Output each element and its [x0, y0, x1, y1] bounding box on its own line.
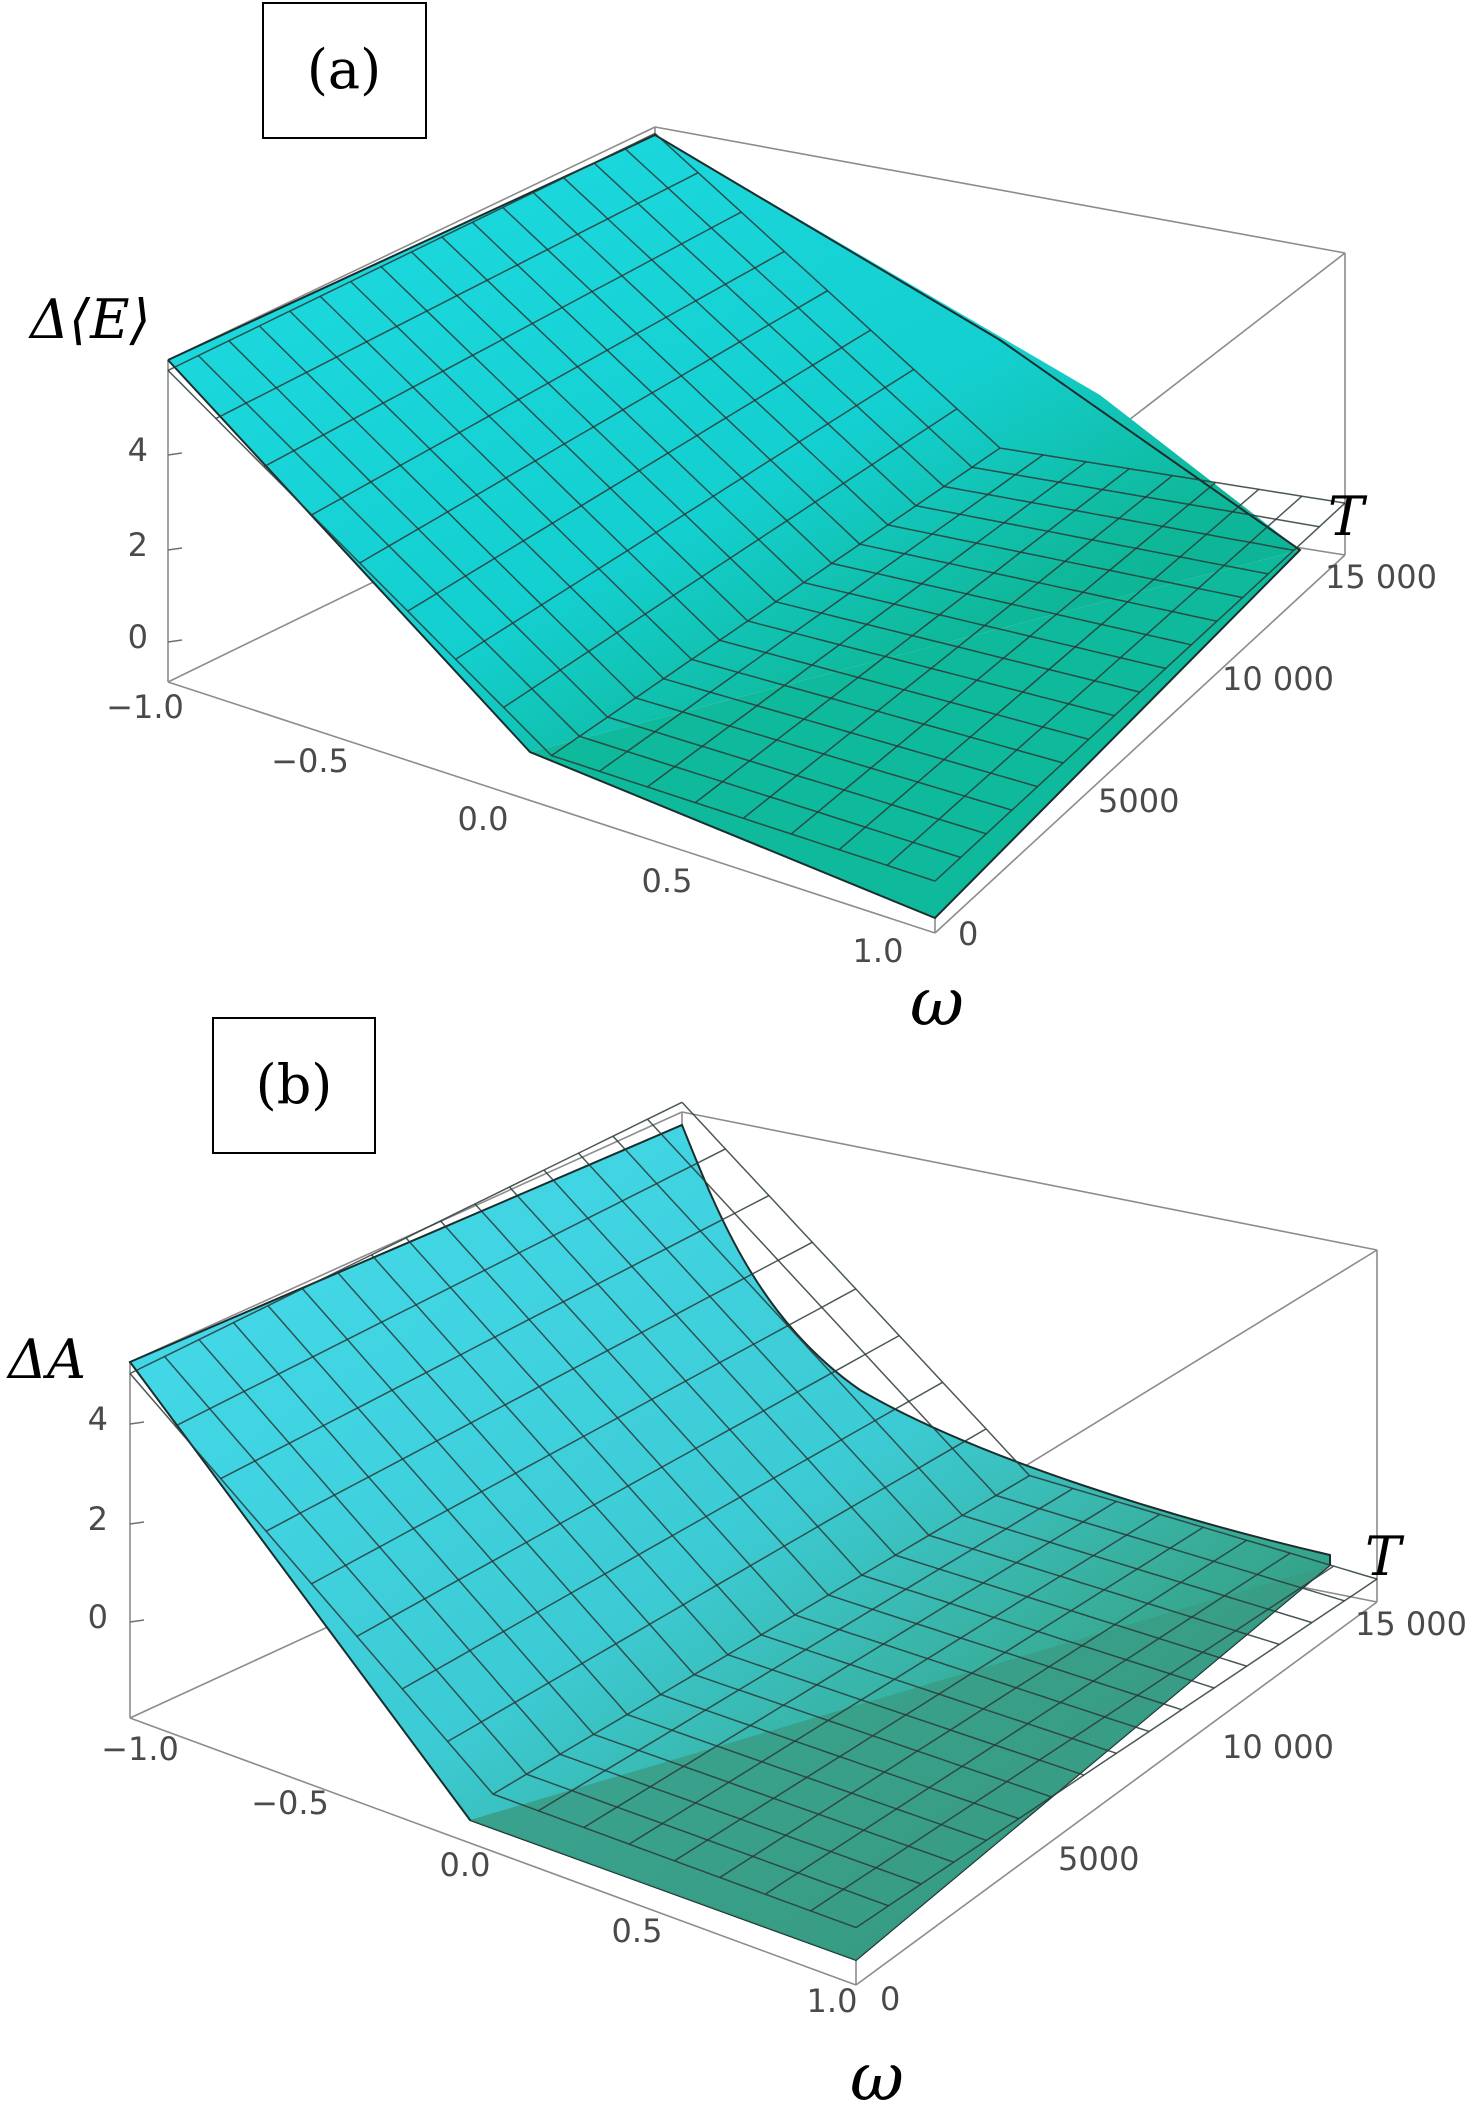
- panel-a: (a): [28, 2, 1437, 1041]
- mesh-line-w: [598, 454, 1044, 772]
- mesh-line-w: [401, 1381, 943, 1690]
- mesh-line-w: [628, 1513, 1161, 1845]
- panel-a-surface-edge: [167, 133, 1302, 920]
- panel-b-z-tick: 2: [88, 1500, 108, 1538]
- mesh-line-w: [810, 1565, 1335, 1912]
- panel-b-x-tick: 0.0: [440, 1846, 491, 1884]
- panel-a-y-tick: 5000: [1098, 782, 1179, 820]
- panel-a-z-tick: 4: [128, 431, 148, 469]
- mesh-line-w: [764, 1552, 1291, 1895]
- mesh-line-w: [311, 250, 785, 516]
- mesh-line-w: [265, 1241, 813, 1532]
- mesh-line-w: [694, 468, 1130, 804]
- panel-a-mesh: [167, 132, 1346, 882]
- panel-b-label-box: [212, 1017, 376, 1154]
- panel-a-y-title: T: [1328, 485, 1368, 548]
- panel-b-x-tick: 0.5: [612, 1912, 663, 1950]
- mesh-line-w: [359, 290, 828, 564]
- panel-b-z-axis: 0 2 4 ΔA: [6, 1328, 145, 1636]
- panel-a-label-box: [262, 2, 427, 139]
- panel-b-y-tick: 10 000: [1222, 1728, 1334, 1766]
- panel-a-y-tick: 15 000: [1325, 558, 1437, 596]
- mesh-line-w: [129, 1101, 683, 1375]
- mesh-line-w: [503, 408, 958, 709]
- panel-a-y-axis: 0 5000 10 000 15 000 T: [958, 485, 1437, 953]
- panel-a-x-tick: −0.5: [271, 742, 349, 780]
- mesh-line-w: [583, 1500, 1117, 1829]
- mesh-line-w: [646, 461, 1087, 788]
- panel-b-x-title: ω: [850, 2039, 904, 2116]
- panel-a-x-title: ω: [910, 964, 964, 1041]
- panel-b-z-title: ΔA: [6, 1328, 86, 1391]
- panel-a-x-tick: −1.0: [106, 688, 184, 726]
- panel-a-y-tick: 10 000: [1222, 660, 1334, 698]
- panel-a-z-tick: 2: [128, 526, 148, 564]
- mesh-line-w: [407, 329, 871, 612]
- panel-a-y-tick: 0: [958, 915, 978, 953]
- panel-b-mesh: [129, 1101, 1378, 1929]
- panel-a-z-axis: 0 2 4 Δ⟨E⟩: [28, 288, 183, 656]
- mesh-line-w: [263, 211, 742, 468]
- mesh-line-w: [538, 1487, 1074, 1812]
- mesh-line-w: [934, 502, 1346, 882]
- panel-a-x-axis: −1.0 −0.5 0.0 0.5 1.0 ω: [106, 688, 964, 1041]
- mesh-line-w: [356, 1334, 900, 1638]
- mesh-line-w: [674, 1526, 1204, 1862]
- mesh-line-w: [719, 1539, 1248, 1879]
- panel-a-label: (a): [307, 38, 381, 101]
- panel-b-y-tick: 5000: [1058, 1840, 1139, 1878]
- mesh-line-w: [551, 447, 1001, 757]
- mesh-line-w: [175, 1148, 726, 1427]
- mesh-line-w: [492, 1474, 1030, 1795]
- panel-b-y-tick: 0: [880, 1980, 900, 2018]
- mesh-line-w: [886, 495, 1303, 866]
- panel-b-z-tick: 4: [88, 1400, 108, 1438]
- panel-a-z-title: Δ⟨E⟩: [28, 288, 151, 351]
- panel-b: (b): [6, 1017, 1467, 2116]
- panel-b-z-tick: 0: [88, 1598, 108, 1636]
- mesh-line-w: [311, 1288, 857, 1585]
- panel-a-x-tick: 1.0: [853, 932, 904, 970]
- panel-a-surface-flat: [530, 550, 1300, 918]
- panel-b-x-axis: −1.0 −0.5 0.0 0.5 1.0 ω: [101, 1730, 904, 2116]
- panel-b-x-tick: −0.5: [251, 1784, 329, 1822]
- panel-b-label: (b): [256, 1053, 333, 1116]
- mesh-line-w: [855, 1578, 1378, 1929]
- panel-b-y-title: T: [1365, 1525, 1405, 1588]
- panel-b-y-axis: 0 5000 10 000 15 000 T: [880, 1525, 1467, 2018]
- panel-b-x-tick: 1.0: [807, 1982, 858, 2020]
- mesh-line-w: [455, 368, 915, 660]
- panel-a-x-tick: 0.5: [642, 862, 693, 900]
- panel-b-x-tick: −1.0: [101, 1730, 179, 1768]
- panel-b-y-tick: 15 000: [1355, 1605, 1467, 1643]
- mesh-line-w: [447, 1428, 987, 1743]
- panel-a-x-tick: 0.0: [458, 800, 509, 838]
- mesh-line-w: [215, 172, 699, 420]
- mesh-line-w: [742, 475, 1173, 819]
- mesh-line-w: [167, 132, 656, 372]
- mesh-line-w: [790, 481, 1217, 835]
- mesh-line-w: [838, 488, 1260, 851]
- panel-a-z-tick: 0: [128, 618, 148, 656]
- mesh-line-w: [220, 1194, 770, 1480]
